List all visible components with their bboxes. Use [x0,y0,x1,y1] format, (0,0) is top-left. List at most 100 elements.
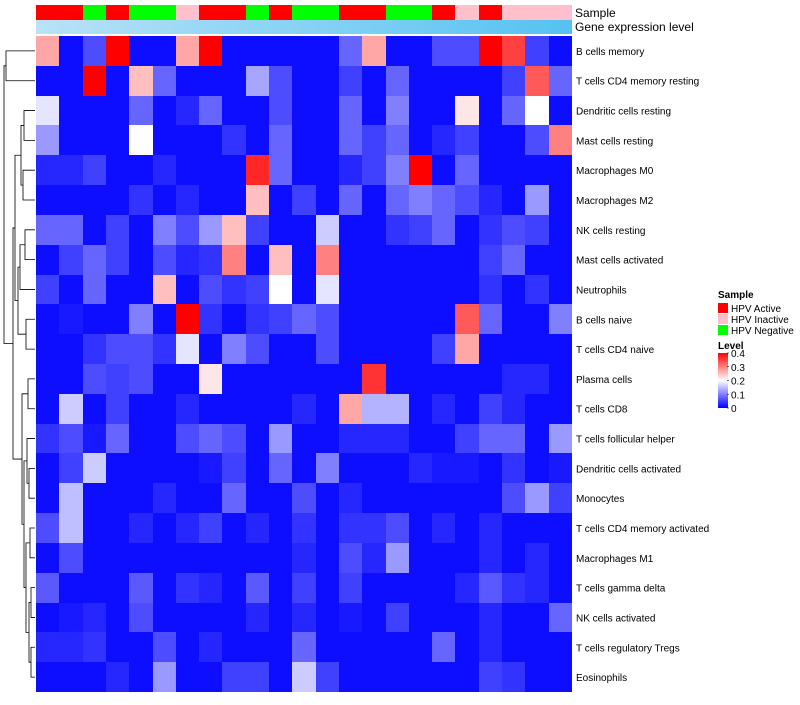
heatmap-cell [362,483,386,513]
row-label: T cells CD4 memory resting [576,77,699,88]
heatmap-cell [525,573,549,603]
heatmap-cell [129,632,153,662]
row-label: Eosinophils [576,673,627,684]
heatmap-cell [292,185,316,215]
heatmap-cell [246,543,269,573]
heatmap-cell [386,96,409,125]
heatmap-cell [432,125,455,155]
heatmap-cell [316,155,339,185]
heatmap-cell [106,662,129,692]
heatmap-cell [432,662,455,692]
heatmap-cell [386,334,409,364]
heatmap-cell [432,483,455,513]
heatmap-cell [362,96,386,125]
heatmap-cells [36,36,572,692]
heatmap-cell [479,215,502,245]
heatmap-cell [549,304,572,334]
heatmap-cell [549,125,572,155]
heatmap-cell [549,394,572,424]
heatmap-cell [36,125,59,155]
heatmap-cell [59,66,83,96]
row-label: NK cells resting [576,226,645,237]
heatmap-cell [409,125,432,155]
dendrogram-branch [25,318,35,350]
heatmap-cell [362,125,386,155]
heatmap-cell [502,632,525,662]
heatmap-cell [502,36,525,66]
heatmap-cell [176,394,199,424]
heatmap-cell [432,304,455,334]
heatmap-cell [106,394,129,424]
heatmap-cell [292,543,316,573]
heatmap-cell [292,245,316,275]
heatmap-cell [199,424,222,453]
heatmap-cell [246,185,269,215]
heatmap-cell [129,66,153,96]
heatmap-cell [525,453,549,483]
heatmap-cell [59,125,83,155]
heatmap-cell [83,603,106,632]
heatmap-cell [549,573,572,603]
heatmap-cell [36,573,59,603]
heatmap-cell [339,543,362,573]
heatmap-cell [432,155,455,185]
heatmap-cell [199,215,222,245]
heatmap-cell [525,662,549,692]
heatmap-cell [199,483,222,513]
heatmap-cell [292,632,316,662]
sample-annotation-cell [176,5,199,20]
annotation-label-sample: Sample [575,6,616,20]
heatmap-cell [362,573,386,603]
heatmap-cell [129,275,153,304]
heatmap-cell [409,36,432,66]
heatmap-cell [292,155,316,185]
heatmap-cell [479,573,502,603]
heatmap-cell [106,543,129,573]
heatmap-cell [59,96,83,125]
heatmap-cell [316,603,339,632]
heatmap-cell [409,304,432,334]
heatmap-cell [362,662,386,692]
heatmap-cell [525,125,549,155]
heatmap-cell [549,245,572,275]
dendrogram-branch [12,227,22,460]
heatmap-cell [199,543,222,573]
heatmap-cell [129,304,153,334]
heatmap-cell [106,424,129,453]
heatmap-cell [339,96,362,125]
heatmap-cell [362,424,386,453]
heatmap-cell [502,185,525,215]
heatmap-cell [176,632,199,662]
heatmap-cell [269,603,292,632]
heatmap-cell [153,215,176,245]
heatmap-cell [129,662,153,692]
heatmap-cell [269,215,292,245]
heatmap-cell [59,483,83,513]
heatmap-cell [502,394,525,424]
heatmap-cell [129,453,153,483]
heatmap-cell [549,66,572,96]
row-label: Mast cells resting [576,136,653,147]
heatmap-cell [83,632,106,662]
heatmap-cell [316,125,339,155]
heatmap-cell [339,334,362,364]
row-label: Mast cells activated [576,256,663,267]
heatmap-cell [455,125,479,155]
heatmap-cell [153,245,176,275]
heatmap-cell [455,155,479,185]
heatmap-cell [455,96,479,125]
heatmap-cell [222,185,246,215]
heatmap-cell [199,36,222,66]
heatmap-cell [316,543,339,573]
heatmap-cell [83,215,106,245]
heatmap-cell [432,245,455,275]
legend-sample-swatch [718,314,728,324]
heatmap-cell [479,245,502,275]
heatmap-cell [339,603,362,632]
heatmap-cell [153,662,176,692]
heatmap-cell [59,155,83,185]
heatmap-cell [246,66,269,96]
heatmap-cell [222,424,246,453]
row-label: T cells CD4 naive [576,345,655,356]
heatmap-cell [455,662,479,692]
